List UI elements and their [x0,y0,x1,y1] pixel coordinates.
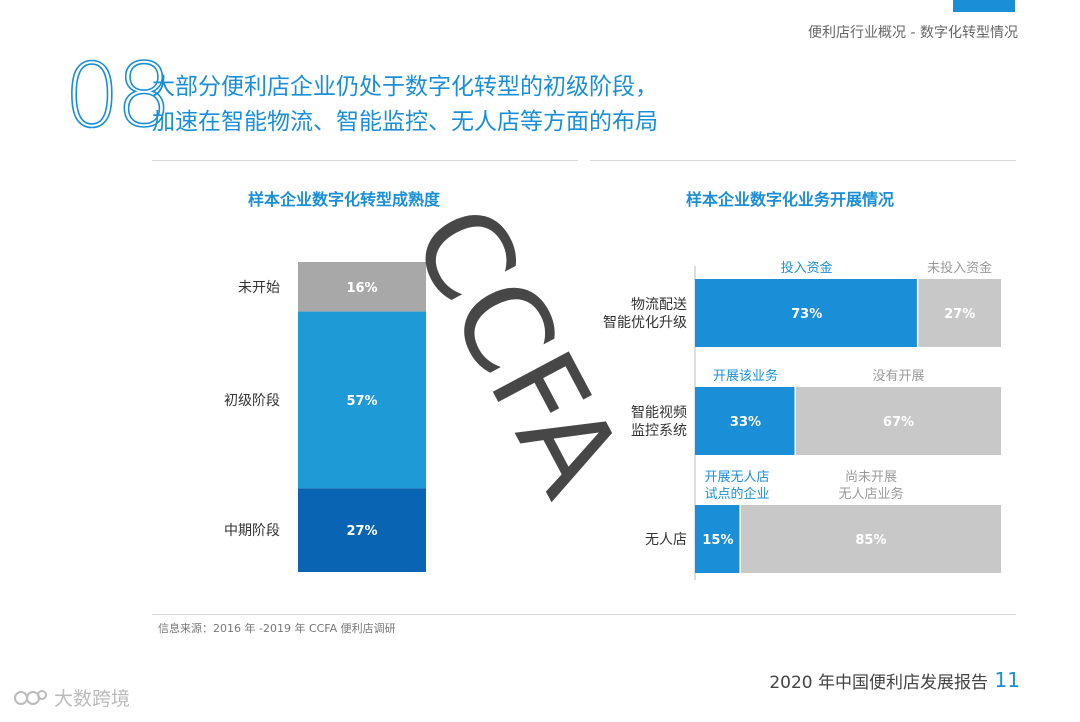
left-divider [152,160,578,161]
chart-2-title: 样本企业数字化业务开展情况 [686,190,895,209]
headline-line-1: 大部分便利店企业仍处于数字化转型的初级阶段， [152,74,658,100]
business-category-label: 智能优化升级 [603,315,687,331]
business-segment-name: 没有开展 [872,369,924,384]
headline: 大部分便利店企业仍处于数字化转型的初级阶段， 加速在智能物流、智能监控、无人店等… [152,70,658,140]
maturity-category-label: 初级阶段 [224,392,280,409]
business-segment-name: 开展无人店 [704,470,769,485]
page-number: 11 [994,668,1020,692]
section-number: 08 [63,44,173,147]
business-value-label: 27% [944,307,975,322]
source-note: 信息来源：2016 年 -2019 年 CCFA 便利店调研 [158,622,396,635]
maturity-bar-segment [298,488,426,572]
right-divider [590,160,1016,161]
business-bar-segment [695,505,740,573]
business-category-label: 智能视频 [631,405,687,421]
maturity-value-label: 27% [346,524,377,539]
business-bar-segment [695,387,795,455]
maturity-bar-segment [298,311,426,489]
maturity-value-label: 57% [346,394,377,409]
headline-line-2: 加速在智能物流、智能监控、无人店等方面的布局 [152,109,658,135]
brand-logo-icon [14,689,47,705]
business-category-label: 无人店 [645,532,687,548]
business-bar-segment [918,279,1001,347]
maturity-category-label: 中期阶段 [224,523,280,539]
business-category-label: 物流配送 [631,297,687,313]
business-segment-name: 开展该业务 [713,368,778,384]
business-segment-name: 投入资金 [781,260,833,276]
business-segment-name: 尚未开展 [845,470,897,485]
business-segment-name: 无人店业务 [838,486,903,502]
business-value-label: 15% [702,533,733,548]
business-segment-name: 未投入资金 [927,260,992,276]
brand-logo: 大数跨境 [14,684,130,711]
maturity-value-label: 16% [346,281,377,296]
maturity-bar-segment [298,262,426,312]
header-subtitle: 便利店行业概况 - 数字化转型情况 [808,25,1018,41]
maturity-category-label: 未开始 [238,280,280,296]
brand-logo-text: 大数跨境 [54,688,131,710]
business-value-label: 67% [883,415,914,430]
report-title: 2020 年中国便利店发展报告 [769,673,988,693]
business-bar-segment [740,505,1001,573]
business-bar-segment [695,279,917,347]
business-category-label: 监控系统 [631,423,687,439]
business-value-label: 33% [730,415,761,430]
bottom-divider [152,614,1016,615]
business-value-label: 73% [791,307,822,322]
business-bar-segment [795,387,1001,455]
business-value-label: 85% [855,533,886,548]
business-segment-name: 试点的企业 [704,486,769,502]
chart-1-title: 样本企业数字化转型成熟度 [248,190,441,209]
top-accent-bar [953,0,1015,12]
